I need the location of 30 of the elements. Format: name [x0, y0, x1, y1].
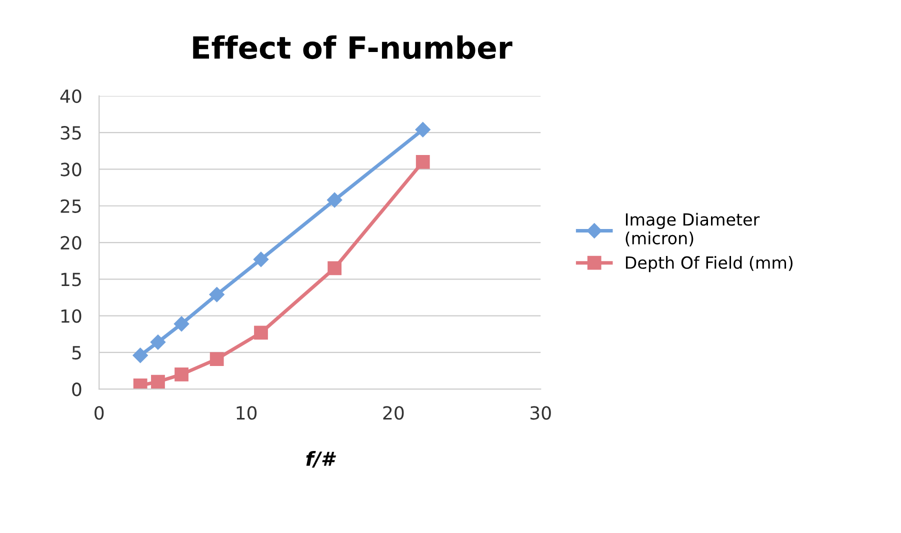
- y-tick-label: 10: [61, 309, 82, 323]
- y-tick-label: 35: [60, 126, 81, 140]
- x-tick-label: 10: [236, 406, 257, 420]
- point: [132, 348, 148, 363]
- x-tick-label: 30: [530, 406, 551, 420]
- point: [254, 326, 268, 340]
- y-tick-label: 40: [60, 89, 82, 104]
- point: [174, 316, 190, 332]
- legend-label: Depth Of Field (mm): [626, 256, 792, 272]
- point: [415, 122, 430, 138]
- y-tick-label: 5: [72, 346, 81, 360]
- point: [328, 261, 342, 276]
- legend-label: Image Diameter (micron): [626, 212, 760, 246]
- point: [150, 334, 166, 350]
- x-axis-title: f/#: [306, 451, 336, 468]
- y-tick-label: 0: [72, 382, 82, 396]
- chart-title: Effect of F-number: [193, 35, 512, 60]
- point: [209, 286, 224, 302]
- point: [174, 367, 188, 382]
- y-tick-label: 20: [60, 236, 82, 250]
- y-tick-label: 30: [60, 162, 82, 176]
- point: [327, 192, 342, 208]
- x-tick-label: 20: [383, 406, 404, 420]
- point: [253, 252, 269, 267]
- point: [151, 374, 165, 389]
- y-tick-label: 25: [60, 199, 81, 213]
- point: [416, 154, 430, 169]
- x-tick-label: 0: [94, 406, 104, 420]
- y-tick-label: 15: [61, 272, 81, 286]
- point: [210, 352, 224, 366]
